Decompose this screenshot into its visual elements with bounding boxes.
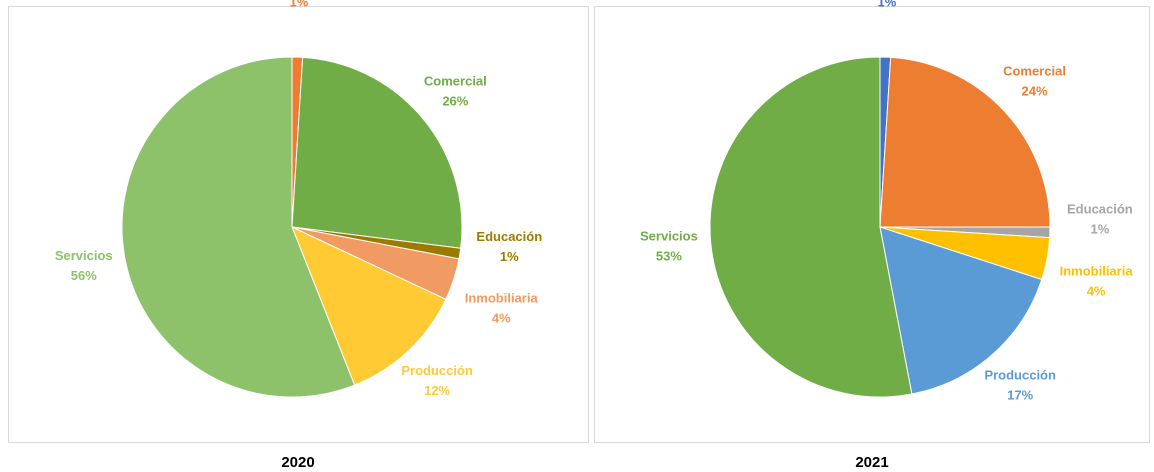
chart-title: 2021: [855, 454, 888, 471]
slice-value: 4%: [1087, 284, 1106, 299]
slice-label: Producción: [401, 363, 473, 378]
slice-value: 53%: [656, 248, 682, 263]
slice-value: 24%: [1022, 83, 1048, 98]
slice-value: 1%: [500, 249, 519, 264]
slice-label: Producción: [984, 367, 1056, 382]
pie-slice: [879, 226, 1043, 395]
slice-label: Servicios: [55, 248, 113, 263]
slice-value: 26%: [442, 93, 468, 108]
slice-label: Inmobiliaria: [465, 290, 539, 305]
slice-value: 17%: [1007, 387, 1033, 402]
pie-slice: [121, 56, 356, 398]
slice-value: 1%: [878, 0, 897, 10]
slice-label: Inmobiliaria: [1060, 264, 1134, 279]
pie-slice: [879, 56, 1051, 228]
slice-value: 4%: [492, 310, 511, 325]
pie-slice: [291, 56, 463, 249]
chart-title: 2020: [281, 454, 314, 471]
pie-slice: [291, 226, 447, 386]
pie-slice: [709, 56, 913, 398]
slice-label: Educación: [476, 229, 542, 244]
slice-value: 12%: [424, 383, 450, 398]
slice-label: Educación: [1067, 201, 1133, 216]
slice-label: Servicios: [640, 228, 698, 243]
slice-value: 56%: [71, 268, 97, 283]
slice-value: 1%: [1090, 221, 1109, 236]
slice-value: 1%: [290, 0, 309, 10]
slice-label: Comercial: [424, 73, 487, 88]
slice-label: Comercial: [1003, 63, 1066, 78]
